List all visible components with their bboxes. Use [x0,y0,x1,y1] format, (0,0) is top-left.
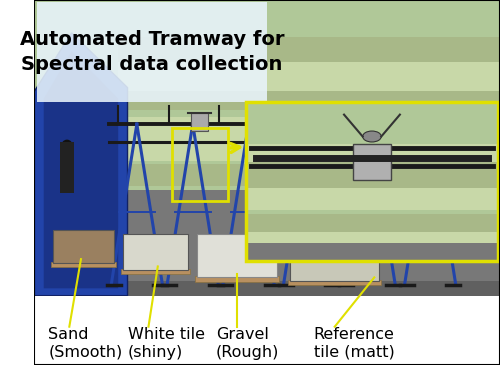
Bar [246,162,498,188]
Ellipse shape [61,140,73,153]
Bar [34,296,500,365]
Bar [34,281,500,296]
Bar [198,234,276,277]
Bar [118,36,500,62]
Bar [123,234,188,270]
Bar [118,164,500,186]
Bar [118,91,500,110]
Ellipse shape [362,131,382,142]
Bar [246,102,498,261]
Bar [60,142,74,193]
Polygon shape [44,51,118,288]
Bar [246,188,498,210]
Bar [246,144,498,162]
Bar [354,144,391,180]
Bar [34,0,500,296]
Bar [118,117,500,135]
Bar [53,230,114,263]
Text: Sand
(Smooth): Sand (Smooth) [48,327,122,360]
Bar [34,190,500,296]
Bar [118,135,500,161]
Bar [246,243,498,261]
Bar [118,62,500,91]
Text: Reference
tile (matt): Reference tile (matt) [314,327,394,360]
Bar [172,128,228,201]
Bar [50,262,116,267]
Text: Automated Tramway for
Spectral data collection: Automated Tramway for Spectral data coll… [20,30,284,74]
Polygon shape [34,33,128,296]
Bar [246,214,498,232]
Bar [290,241,379,281]
Bar [246,102,498,261]
Bar [195,276,279,282]
Text: Gravel
(Rough): Gravel (Rough) [216,327,280,360]
Bar [120,269,190,274]
Bar [192,113,208,131]
Text: White tile
(shiny): White tile (shiny) [128,327,204,360]
Bar [246,232,498,254]
Bar [288,280,382,285]
Bar [36,2,267,102]
